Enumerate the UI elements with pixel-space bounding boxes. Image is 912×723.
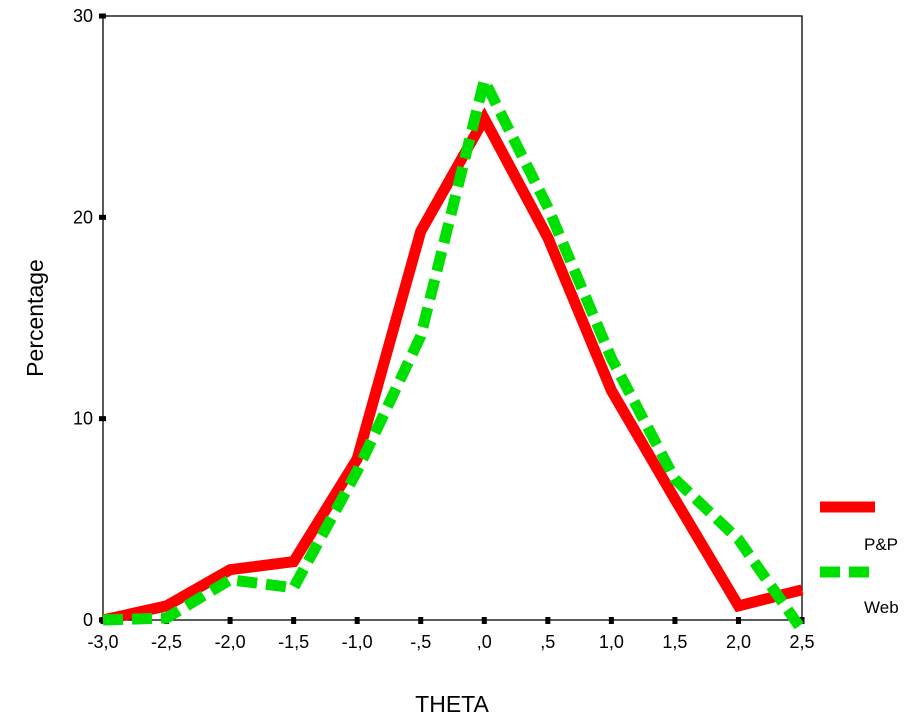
x-tick-mark bbox=[291, 617, 297, 624]
y-tick-label: 0 bbox=[83, 610, 93, 630]
y-axis-title: Percentage bbox=[22, 259, 48, 377]
legend: P&P Web bbox=[820, 501, 899, 617]
y-tick-mark bbox=[99, 13, 106, 19]
y-tick-mark bbox=[99, 416, 106, 422]
plot-area bbox=[102, 15, 803, 621]
x-tick-label: 2,5 bbox=[789, 632, 814, 652]
x-tick-label: 1,0 bbox=[599, 632, 624, 652]
x-tick-mark bbox=[672, 617, 678, 624]
x-axis: -3,0 -2,5 -2,0 -1,5 -1,0 -,5 ,0 ,5 1,0 1,5 2,0 2,5 bbox=[87, 617, 815, 652]
x-tick-label: ,0 bbox=[477, 632, 492, 652]
x-tick-label: -1,5 bbox=[278, 632, 309, 652]
x-tick-label: -2,0 bbox=[215, 632, 246, 652]
x-tick-mark bbox=[481, 617, 487, 624]
x-tick-mark bbox=[545, 617, 551, 624]
x-tick-label: -,5 bbox=[410, 632, 431, 652]
x-tick-mark bbox=[100, 617, 106, 624]
legend-label: P&P bbox=[864, 535, 898, 554]
x-tick-label: -3,0 bbox=[87, 632, 118, 652]
x-tick-label: -2,5 bbox=[151, 632, 182, 652]
x-tick-mark bbox=[354, 617, 360, 624]
x-tick-mark bbox=[227, 617, 233, 624]
plot-frame bbox=[102, 15, 803, 621]
x-axis-title: THETA bbox=[415, 691, 489, 717]
y-tick-label: 10 bbox=[73, 409, 93, 429]
x-tick-label: ,5 bbox=[540, 632, 555, 652]
y-tick-mark bbox=[99, 214, 106, 220]
x-tick-label: 2,0 bbox=[726, 632, 751, 652]
y-axis: 0 10 20 30 bbox=[73, 6, 106, 630]
y-tick-label: 20 bbox=[73, 207, 93, 227]
y-tick-label: 30 bbox=[73, 6, 93, 26]
legend-label: Web bbox=[864, 598, 899, 617]
x-tick-mark bbox=[799, 617, 805, 624]
x-tick-label: 1,5 bbox=[662, 632, 687, 652]
x-tick-mark bbox=[735, 617, 741, 624]
series-line-pp bbox=[101, 107, 804, 626]
x-tick-label: -1,0 bbox=[342, 632, 373, 652]
x-tick-mark bbox=[608, 617, 614, 624]
series-line-web bbox=[102, 64, 807, 634]
series-lines bbox=[101, 64, 807, 634]
x-tick-mark bbox=[418, 617, 424, 624]
